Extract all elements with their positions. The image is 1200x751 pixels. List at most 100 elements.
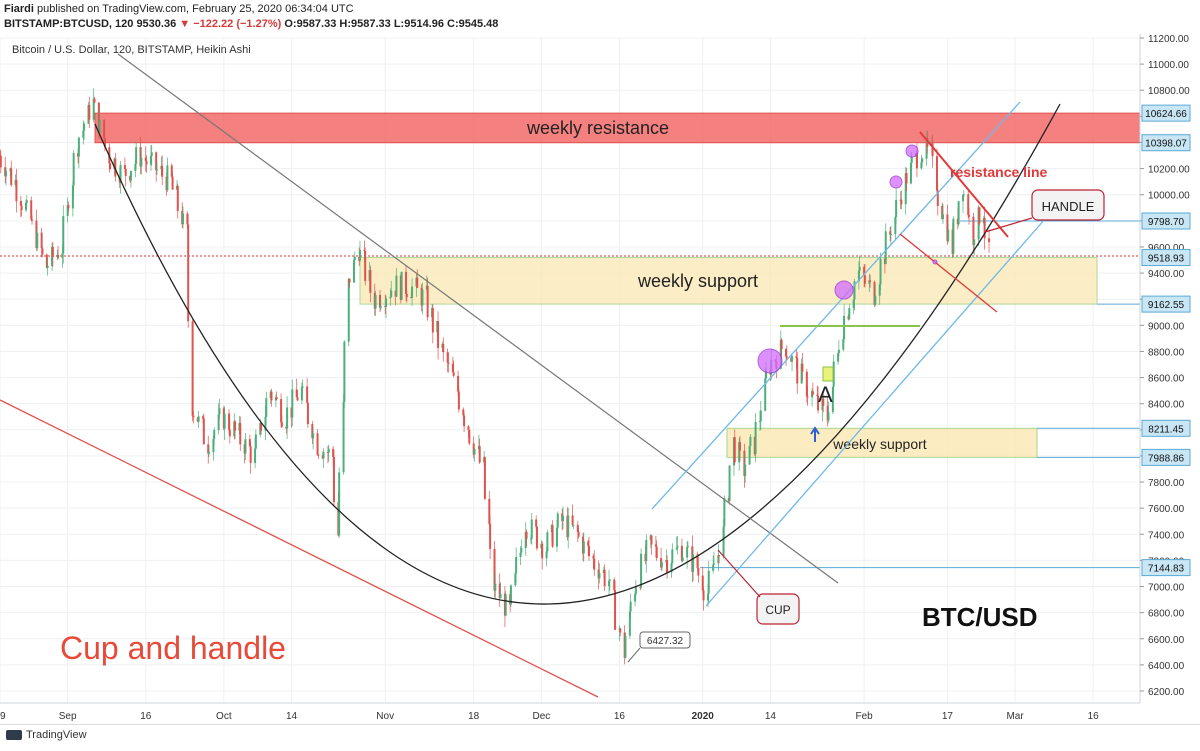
candle-body bbox=[582, 541, 585, 554]
candle-body bbox=[155, 169, 158, 171]
price-level-badge[interactable] bbox=[1141, 295, 1191, 313]
candle-body bbox=[311, 424, 314, 439]
candle-body bbox=[463, 415, 466, 427]
price-level-badge-label: 7988.86 bbox=[1148, 453, 1185, 464]
candle-body bbox=[946, 214, 949, 242]
candle-body bbox=[743, 450, 746, 477]
price-level-badge[interactable] bbox=[1141, 419, 1191, 437]
price-level-badge[interactable] bbox=[1141, 448, 1191, 466]
price-tick-label: 8400.00 bbox=[1148, 400, 1185, 411]
candle-body bbox=[103, 119, 106, 139]
price-tick-label: 8800.00 bbox=[1148, 347, 1185, 358]
plot-area bbox=[0, 34, 1140, 719]
candle-body bbox=[900, 199, 903, 205]
price-tick-label: 6400.00 bbox=[1148, 661, 1185, 672]
candle-body bbox=[395, 275, 398, 297]
candle-body bbox=[353, 256, 356, 261]
price-level-badge[interactable] bbox=[1141, 559, 1191, 577]
footer: TradingView bbox=[0, 724, 1200, 751]
support-zone-1 bbox=[359, 257, 1098, 305]
candle-body bbox=[645, 539, 648, 562]
price-chart[interactable]: weekly resistance weekly support weekly su… bbox=[0, 34, 1200, 724]
candle-body bbox=[515, 557, 518, 574]
candle-body bbox=[754, 422, 757, 455]
candle-body bbox=[801, 363, 804, 372]
candle-body bbox=[863, 266, 866, 276]
candle-body bbox=[426, 285, 429, 318]
candle-body bbox=[149, 155, 152, 165]
candle-body bbox=[722, 526, 725, 557]
publish-info: published on TradingView.com, February 2… bbox=[37, 3, 354, 15]
candle-body bbox=[15, 179, 18, 202]
price-tick-label: 9600.00 bbox=[1148, 243, 1185, 254]
candle-body bbox=[239, 423, 242, 445]
candle-body bbox=[817, 395, 820, 411]
candle-body bbox=[123, 165, 126, 169]
highlight-circle bbox=[889, 175, 903, 189]
candle-body bbox=[40, 232, 43, 249]
candle-body bbox=[212, 438, 215, 453]
candle-body bbox=[25, 202, 28, 211]
candle-body bbox=[904, 173, 907, 205]
cup-callout-pointer bbox=[717, 549, 761, 598]
price-level-badge[interactable] bbox=[1141, 212, 1191, 230]
candle-body bbox=[202, 418, 205, 445]
candle-body bbox=[655, 546, 658, 559]
candle-body bbox=[738, 442, 741, 451]
candle-body bbox=[92, 98, 95, 120]
candle-body bbox=[31, 219, 34, 221]
candle-body bbox=[529, 538, 532, 540]
cup-callout-box bbox=[756, 593, 800, 625]
candle-body bbox=[811, 391, 814, 395]
candle-body bbox=[889, 234, 892, 236]
price-axis[interactable]: 11200.0011000.0010800.0010600.0010400.00… bbox=[1139, 34, 1191, 703]
candle-body bbox=[347, 278, 350, 342]
candle-body bbox=[733, 437, 736, 463]
candle-body bbox=[520, 548, 523, 553]
candle-body bbox=[187, 224, 190, 322]
candle-body bbox=[260, 422, 263, 431]
candle-body bbox=[82, 130, 85, 138]
candle-body bbox=[843, 315, 846, 340]
candle-body bbox=[858, 266, 861, 271]
candle-body bbox=[129, 170, 132, 181]
candle-body bbox=[577, 531, 580, 537]
candle-body bbox=[717, 555, 720, 564]
candle-body bbox=[467, 426, 470, 431]
resistance-line-label: resistance line bbox=[950, 164, 1047, 180]
candle-body bbox=[806, 396, 809, 398]
candle-body bbox=[712, 564, 715, 571]
author-name[interactable]: Fiardi bbox=[4, 3, 34, 15]
candle-body bbox=[316, 433, 319, 455]
candle-body bbox=[842, 339, 845, 350]
candle-body bbox=[411, 286, 414, 298]
candle-body bbox=[509, 585, 512, 605]
candle-body bbox=[878, 284, 881, 296]
candle-body bbox=[213, 430, 216, 439]
time-tick-label: Dec bbox=[532, 711, 550, 722]
support-zone-2-label: weekly support bbox=[832, 436, 926, 452]
candle-body bbox=[931, 143, 934, 157]
candle-body bbox=[822, 398, 825, 406]
candle-body bbox=[317, 454, 320, 456]
point-a-marker bbox=[822, 366, 834, 382]
candle-body bbox=[759, 421, 761, 423]
price-level-badge[interactable] bbox=[1141, 134, 1191, 152]
candle-body bbox=[25, 200, 28, 203]
candle-body bbox=[707, 570, 710, 594]
candle-body bbox=[228, 429, 231, 437]
time-axis[interactable]: 19 Sep 16 Oct 14 Nov 18 Dec 16 2020 14 Feb 17 Mar 16 bbox=[0, 702, 1140, 722]
candle-body bbox=[139, 147, 142, 167]
candle-body bbox=[343, 341, 346, 403]
price-level-badge[interactable] bbox=[1141, 249, 1191, 267]
drawings: resistance line A HANDLE CUP 6427.32 bbox=[0, 53, 1105, 698]
time-tick-label: 2020 bbox=[692, 711, 715, 722]
low-price-label: 6427.32 bbox=[647, 636, 684, 647]
tradingview-logo[interactable]: TradingView bbox=[6, 729, 87, 741]
price-level-badge[interactable] bbox=[1141, 104, 1191, 122]
candle-body bbox=[744, 464, 747, 477]
low-value: L:9514.96 bbox=[393, 18, 444, 30]
candle-body bbox=[764, 378, 767, 411]
price-tick-label: 7000.00 bbox=[1148, 583, 1185, 594]
candle-body bbox=[837, 349, 840, 354]
